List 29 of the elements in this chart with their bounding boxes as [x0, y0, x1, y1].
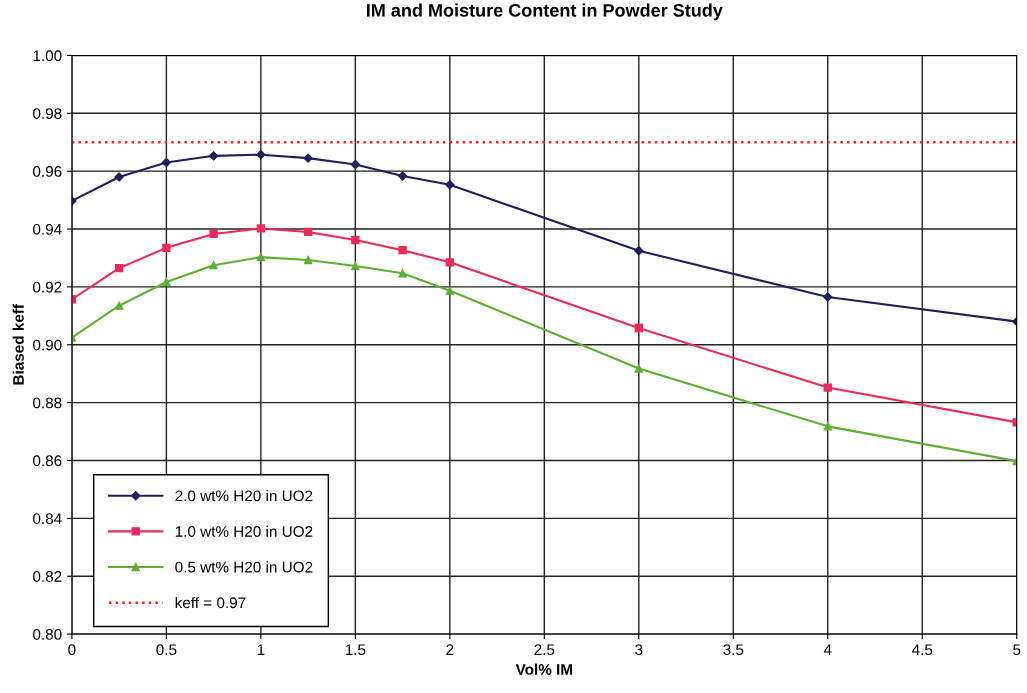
x-tick-label: 2 — [446, 644, 454, 655]
y-tick-label: 0.82 — [33, 571, 62, 582]
x-tick-label: 3 — [635, 644, 643, 656]
y-tick-label: 0.86 — [33, 455, 62, 467]
y-tick-label: 0.94 — [33, 223, 62, 235]
x-axis-title: Vol% IM — [515, 663, 573, 675]
x-tick-label: 0 — [68, 644, 76, 656]
legend-label: 2.0 wt% H20 in UO2 — [175, 490, 313, 502]
legend-label: 1.0 wt% H20 in UO2 — [175, 525, 313, 537]
y-tick-label: 0.80 — [33, 628, 62, 640]
y-tick-label: 1.00 — [33, 50, 62, 62]
y-axis-title: Biased keff — [12, 303, 24, 385]
x-tick-label: 1 — [257, 644, 265, 655]
x-tick-label: 2.5 — [534, 644, 555, 656]
legend-label: 0.5 wt% H20 in UO2 — [175, 561, 313, 573]
y-tick-label: 0.88 — [33, 397, 62, 409]
x-tick-label: 4.5 — [911, 644, 933, 656]
y-tick-label: 0.96 — [33, 166, 62, 177]
y-tick-label: 0.84 — [33, 513, 62, 525]
y-tick-label: 0.98 — [33, 108, 62, 119]
y-tick-label: 0.92 — [33, 281, 62, 293]
chart-title: IM and Moisture Content in Powder Study — [366, 3, 723, 21]
x-tick-label: 4 — [823, 644, 832, 655]
x-tick-label: 3.5 — [723, 644, 744, 656]
x-tick-label: 5 — [1013, 644, 1021, 656]
legend-label: keff = 0.97 — [175, 596, 246, 609]
x-tick-label: 1.5 — [345, 644, 366, 656]
x-tick-label: 0.5 — [156, 644, 177, 656]
y-tick-label: 0.90 — [33, 339, 62, 351]
